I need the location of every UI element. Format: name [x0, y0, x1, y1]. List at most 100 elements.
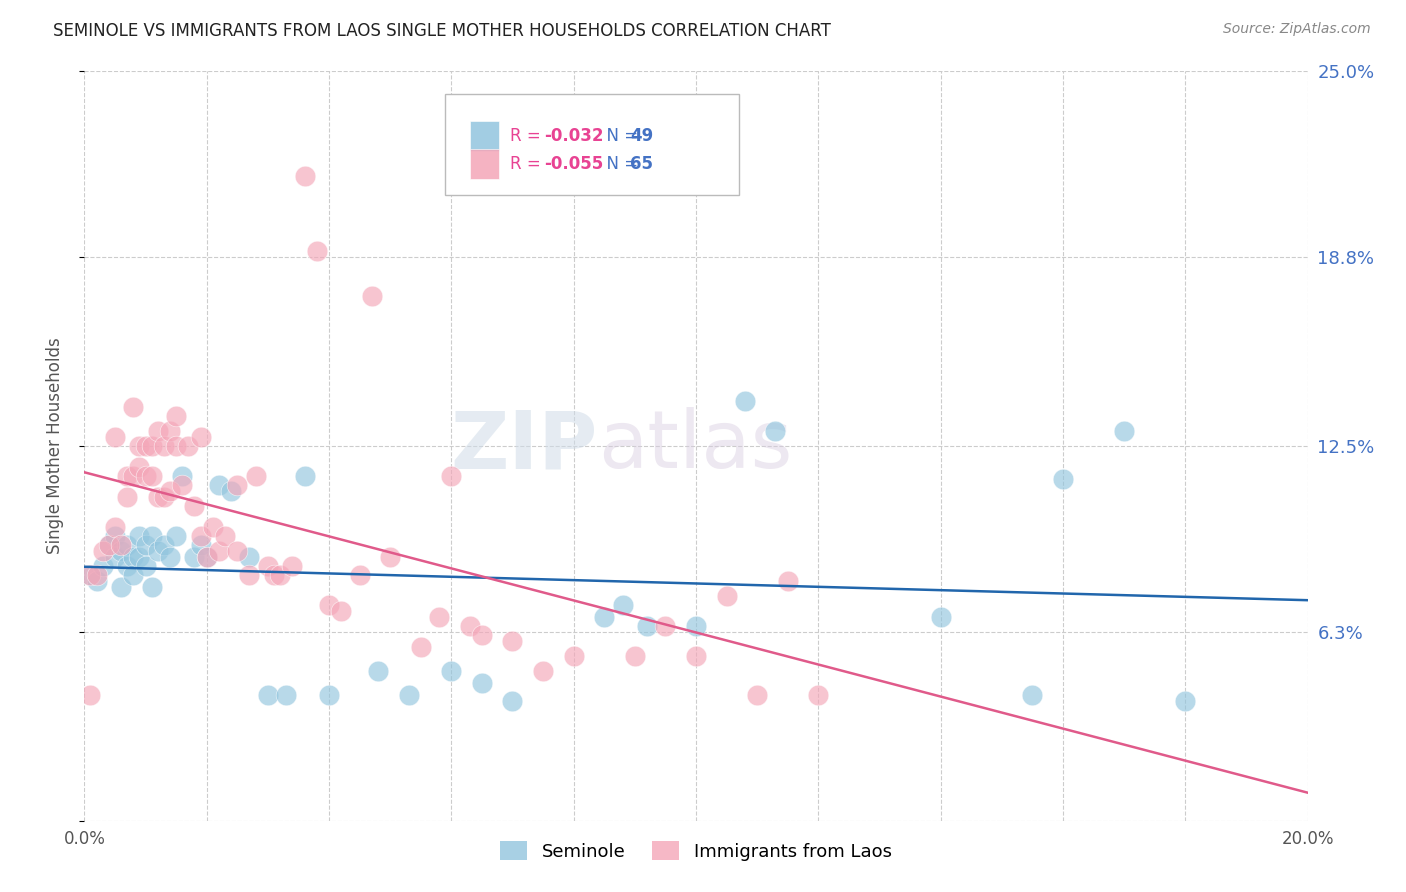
- Point: [128, 460, 150, 475]
- Point: [91, 558, 114, 573]
- Point: [110, 538, 132, 552]
- Point: [141, 439, 163, 453]
- Point: [128, 549, 150, 564]
- Point: [281, 558, 304, 573]
- Text: SEMINOLE VS IMMIGRANTS FROM LAOS SINGLE MOTHER HOUSEHOLDS CORRELATION CHART: SEMINOLE VS IMMIGRANTS FROM LAOS SINGLE …: [53, 22, 831, 40]
- FancyBboxPatch shape: [470, 120, 499, 151]
- Point: [115, 538, 138, 552]
- Point: [318, 598, 340, 612]
- Point: [1174, 694, 1197, 708]
- Point: [502, 633, 524, 648]
- Point: [257, 558, 280, 573]
- Point: [245, 469, 267, 483]
- Point: [360, 289, 382, 303]
- Point: [122, 549, 145, 564]
- Point: [427, 610, 450, 624]
- Point: [612, 598, 634, 612]
- Point: [807, 688, 830, 702]
- Point: [146, 490, 169, 504]
- Point: [502, 694, 524, 708]
- Point: [440, 664, 463, 678]
- Point: [86, 574, 108, 588]
- Point: [159, 483, 181, 498]
- Text: N =: N =: [596, 154, 643, 172]
- Point: [226, 544, 249, 558]
- Point: [135, 558, 157, 573]
- Point: [79, 567, 101, 582]
- Point: [110, 580, 132, 594]
- Point: [104, 520, 127, 534]
- Point: [593, 610, 616, 624]
- Point: [177, 439, 200, 453]
- Point: [765, 424, 787, 438]
- Point: [219, 483, 242, 498]
- Point: [409, 640, 432, 654]
- Point: [146, 544, 169, 558]
- Point: [276, 688, 298, 702]
- Point: [269, 567, 291, 582]
- FancyBboxPatch shape: [470, 149, 499, 178]
- Point: [165, 409, 187, 423]
- Point: [115, 469, 138, 483]
- Point: [128, 439, 150, 453]
- FancyBboxPatch shape: [446, 94, 738, 195]
- Point: [153, 490, 176, 504]
- Point: [380, 549, 402, 564]
- Point: [165, 439, 187, 453]
- Point: [122, 567, 145, 582]
- Point: [190, 529, 212, 543]
- Point: [190, 430, 212, 444]
- Point: [624, 648, 647, 663]
- Point: [159, 424, 181, 438]
- Point: [305, 244, 328, 259]
- Point: [1114, 424, 1136, 438]
- Point: [97, 538, 120, 552]
- Point: [398, 688, 420, 702]
- Point: [238, 549, 260, 564]
- Point: [330, 604, 353, 618]
- Point: [776, 574, 799, 588]
- Point: [104, 430, 127, 444]
- Text: N =: N =: [596, 127, 643, 145]
- Text: 65: 65: [630, 154, 652, 172]
- Point: [318, 688, 340, 702]
- Point: [471, 675, 494, 690]
- Point: [257, 688, 280, 702]
- Point: [1052, 472, 1074, 486]
- Legend: Seminole, Immigrants from Laos: Seminole, Immigrants from Laos: [494, 834, 898, 868]
- Y-axis label: Single Mother Households: Single Mother Households: [45, 338, 63, 554]
- Point: [214, 529, 236, 543]
- Point: [153, 538, 176, 552]
- Point: [153, 439, 176, 453]
- Text: -0.032: -0.032: [544, 127, 603, 145]
- Point: [104, 529, 127, 543]
- Point: [471, 628, 494, 642]
- Point: [91, 544, 114, 558]
- Point: [440, 469, 463, 483]
- Point: [929, 610, 952, 624]
- Text: R =: R =: [510, 127, 546, 145]
- Point: [128, 529, 150, 543]
- Point: [183, 499, 205, 513]
- Point: [636, 619, 658, 633]
- Point: [1021, 688, 1043, 702]
- Text: -0.055: -0.055: [544, 154, 603, 172]
- Point: [349, 567, 371, 582]
- Text: R =: R =: [510, 154, 546, 172]
- Point: [122, 400, 145, 414]
- Point: [79, 688, 101, 702]
- Point: [195, 549, 218, 564]
- Point: [115, 490, 138, 504]
- Point: [146, 424, 169, 438]
- Point: [208, 544, 231, 558]
- Point: [141, 469, 163, 483]
- Point: [97, 538, 120, 552]
- Point: [201, 520, 224, 534]
- Point: [135, 538, 157, 552]
- Point: [104, 549, 127, 564]
- Point: [159, 549, 181, 564]
- Point: [208, 478, 231, 492]
- Point: [654, 619, 676, 633]
- Point: [367, 664, 389, 678]
- Point: [110, 544, 132, 558]
